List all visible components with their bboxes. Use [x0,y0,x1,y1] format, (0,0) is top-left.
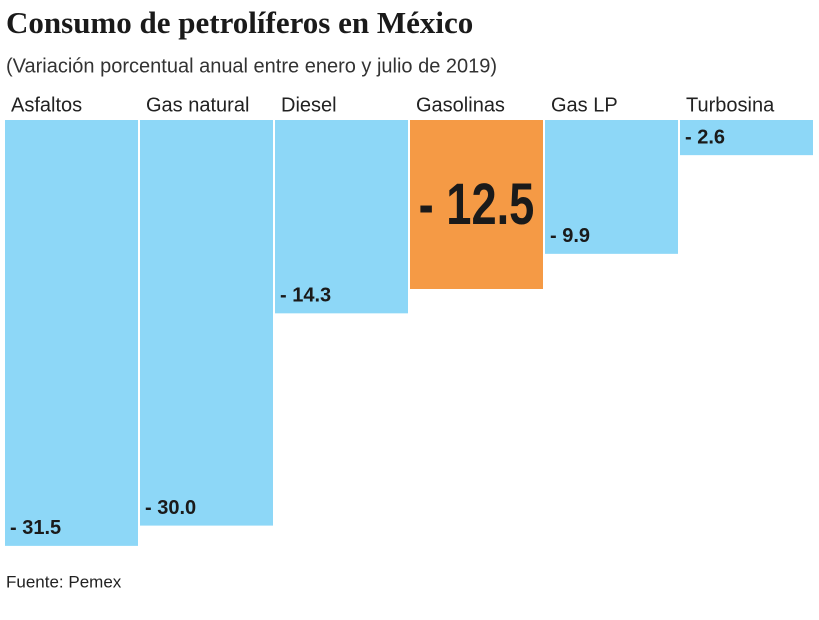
x-tick-label: Asfaltos [11,94,82,116]
value-label: - 30.0 [145,497,196,519]
bar [140,120,273,526]
value-label: - 2.6 [685,126,725,148]
chart-title: Consumo de petrolíferos en México [6,5,473,40]
x-tick-label: Turbosina [686,94,775,116]
x-tick-label: Gas natural [146,94,249,116]
chart-subtitle: (Variación porcentual anual entre enero … [6,55,497,77]
value-label: - 31.5 [10,517,61,539]
bar [680,120,813,156]
bar [410,120,543,289]
x-tick-label: Gas LP [551,94,618,116]
bar [5,120,138,546]
bar [275,120,408,314]
x-tick-label: Gasolinas [416,94,505,116]
value-label: - 12.5 [419,173,535,238]
x-tick-label: Diesel [281,94,337,116]
source: Fuente: Pemex [6,572,122,591]
value-label: - 9.9 [550,225,590,247]
bar [545,120,678,254]
value-label: - 14.3 [280,285,331,307]
